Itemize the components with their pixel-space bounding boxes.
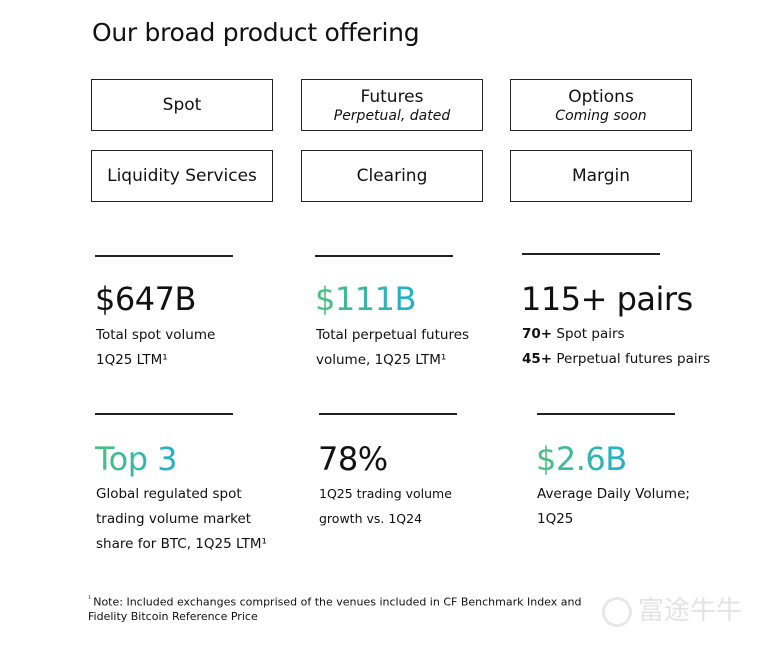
watermark-icon — [602, 596, 632, 627]
stat-value: $647B — [95, 280, 196, 318]
line: 70+ Spot pairs — [522, 322, 710, 347]
product-liquidity: Liquidity Services — [91, 150, 273, 202]
stat-value: $111B — [315, 280, 416, 318]
stat-value: Top 3 — [95, 440, 178, 478]
product-sub: Perpetual, dated — [333, 107, 451, 124]
product-margin: Margin — [510, 150, 692, 202]
product-clearing: Clearing — [301, 150, 483, 202]
stat-desc: Total spot volume 1Q25 LTM¹ — [96, 323, 215, 373]
product-label: Options — [568, 86, 634, 107]
product-sub: Coming soon — [555, 107, 647, 124]
line: Average Daily Volume; — [537, 486, 690, 502]
stat-desc: Average Daily Volume; 1Q25 — [537, 482, 690, 532]
watermark-logo: 富途牛牛 — [602, 590, 742, 627]
product-options: Options Coming soon — [510, 79, 692, 131]
line: 1Q25 LTM¹ — [96, 352, 168, 368]
text: Perpetual futures pairs — [552, 351, 711, 367]
footnote-text: Note: Included exchanges comprised of th… — [88, 595, 582, 623]
bold: 45+ — [522, 351, 553, 367]
watermark-text: 富途牛牛 — [638, 596, 743, 626]
stat-desc: Global regulated spot trading volume mark… — [96, 482, 267, 557]
footnote-mark: ¹ — [88, 594, 92, 603]
product-label: Clearing — [356, 166, 428, 186]
stat-desc: 70+ Spot pairs 45+ Perpetual futures pai… — [522, 322, 710, 372]
product-futures: Futures Perpetual, dated — [301, 79, 483, 131]
divider — [522, 253, 660, 255]
product-label: Liquidity Services — [107, 166, 257, 186]
footnote: ¹ Note: Included exchanges comprised of t… — [88, 592, 608, 624]
line: Total perpetual futures — [316, 327, 470, 343]
product-label: Futures — [360, 86, 424, 107]
line: share for BTC, 1Q25 LTM¹ — [96, 536, 267, 552]
text: Spot pairs — [552, 326, 625, 342]
stat-desc: Total perpetual futures volume, 1Q25 LTM¹ — [316, 323, 469, 373]
divider — [537, 413, 675, 415]
line: Total spot volume — [96, 327, 216, 343]
line: trading volume market — [96, 511, 252, 527]
product-label: Spot — [162, 95, 202, 115]
divider — [95, 413, 233, 415]
page-title: Our broad product offering — [92, 18, 420, 47]
line: volume, 1Q25 LTM¹ — [316, 352, 447, 368]
line: growth vs. 1Q24 — [319, 511, 423, 526]
line: 1Q25 — [537, 511, 574, 527]
product-spot: Spot — [91, 79, 273, 131]
stat-value: $2.6B — [536, 440, 627, 478]
divider — [95, 255, 233, 257]
stat-desc: 1Q25 trading volume growth vs. 1Q24 — [319, 481, 452, 531]
stat-value: 78% — [318, 440, 388, 478]
divider — [315, 255, 453, 257]
stat-value: 115+ pairs — [521, 280, 693, 318]
bold: 70+ — [522, 326, 553, 342]
line: Global regulated spot — [96, 486, 242, 502]
divider — [319, 413, 457, 415]
product-label: Margin — [571, 166, 631, 186]
line: 45+ Perpetual futures pairs — [522, 347, 710, 372]
line: 1Q25 trading volume — [319, 486, 452, 501]
